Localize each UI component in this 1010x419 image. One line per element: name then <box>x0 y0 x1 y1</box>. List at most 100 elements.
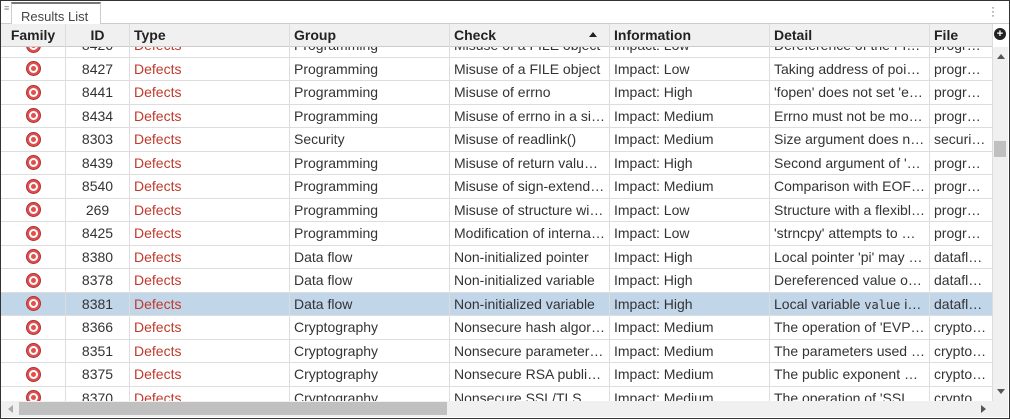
cell-type: Defects <box>130 245 290 268</box>
cell-type: Defects <box>130 269 290 292</box>
defect-target-icon <box>25 272 41 288</box>
table-row[interactable]: 8303 Defects Security Misuse of readlink() I… <box>1 128 993 152</box>
tab-results-list[interactable]: Results List <box>11 2 101 25</box>
cell-id: 8425 <box>66 222 130 245</box>
cell-info: Impact: Low <box>610 222 770 245</box>
cell-detail: Dereference of the FILE… <box>770 47 930 57</box>
cell-info: Impact: High <box>610 151 770 174</box>
cell-family <box>1 269 66 292</box>
cell-file: programm <box>930 57 993 80</box>
cell-id: 269 <box>66 198 130 221</box>
table-row[interactable]: 8540 Defects Programming Misuse of sign-ext… <box>1 175 993 199</box>
table-row[interactable]: 8426DefectsProgrammingMisuse of a FILE o… <box>1 47 993 58</box>
cell-id: 8427 <box>66 57 130 80</box>
table-row[interactable]: 8375 Defects Cryptography Nonsecure RSA pub… <box>1 363 993 387</box>
cell-detail: The public exponent us… <box>770 363 930 386</box>
cell-group: Cryptography <box>290 339 450 362</box>
vertical-scrollbar[interactable] <box>993 47 1008 401</box>
defect-target-icon <box>25 343 41 359</box>
scroll-down-icon[interactable] <box>997 389 1005 394</box>
cell-check: Non-initialized pointer <box>450 245 610 268</box>
sort-ascending-icon[interactable] <box>589 32 597 37</box>
table-row[interactable]: 8434 Defects Programming Misuse of errno in… <box>1 104 993 128</box>
cell-detail: Dereferenced value of l… <box>770 269 930 292</box>
cell-family <box>1 292 66 315</box>
cell-file: programm <box>930 104 993 127</box>
table-row[interactable]: 8366 Defects Cryptography Nonsecure hash al… <box>1 316 993 340</box>
table-row[interactable]: 8351 Defects Cryptography Nonsecure paramet… <box>1 339 993 363</box>
column-header-detail[interactable]: Detail <box>770 24 930 47</box>
cell-detail: Structure with a flexible … <box>770 198 930 221</box>
cell-detail: Comparison with EOF c… <box>770 175 930 198</box>
table-row[interactable]: 8380 Defects Data flow Non-initialized poin… <box>1 245 993 269</box>
horizontal-scroll-thumb[interactable] <box>19 402 447 415</box>
cell-check: Misuse of errno in a sig… <box>450 104 610 127</box>
table-row[interactable]: 8378 Defects Data flow Non-initialized vari… <box>1 269 993 293</box>
cell-family <box>1 175 66 198</box>
cell-detail: Taking address of point… <box>770 57 930 80</box>
scroll-right-icon[interactable] <box>981 405 986 413</box>
column-header-information[interactable]: Information <box>610 24 770 47</box>
cell-group: Programming <box>290 222 450 245</box>
cell-info: Impact: Medium <box>610 316 770 339</box>
cell-group: Programming <box>290 57 450 80</box>
table-row[interactable]: 8439 Defects Programming Misuse of return v… <box>1 151 993 175</box>
scroll-up-icon[interactable] <box>997 54 1005 59</box>
defect-target-icon <box>25 131 41 147</box>
cell-detail: Local pointer 'pi' may be… <box>770 245 930 268</box>
cell-detail: The operation of 'SSL_c… <box>770 386 930 401</box>
column-header-file[interactable]: File <box>930 24 993 47</box>
table-row[interactable]: 8370 Defects Cryptography Nonsecure SSL/TLS… <box>1 386 993 401</box>
scroll-left-icon[interactable] <box>8 405 13 413</box>
defect-target-icon <box>25 319 41 335</box>
column-header-label: Group <box>294 27 336 43</box>
cell-file: cryptograp <box>930 386 993 401</box>
column-header-label: Family <box>10 27 56 43</box>
cell-type: Defects <box>130 47 290 57</box>
table-row[interactable]: 8425 Defects Programming Modification of in… <box>1 222 993 246</box>
cell-file: dataflow.c <box>930 269 993 292</box>
cell-file: programm <box>930 222 993 245</box>
defect-target-icon <box>25 202 41 218</box>
cell-type: Defects <box>130 363 290 386</box>
cell-id: 8375 <box>66 363 130 386</box>
cell-info: Impact: High <box>610 81 770 104</box>
cell-id: 8303 <box>66 128 130 151</box>
cell-file: security.c <box>930 128 993 151</box>
horizontal-scrollbar[interactable] <box>1 401 993 417</box>
cell-file: programm <box>930 151 993 174</box>
table-row[interactable]: 8427 Defects Programming Misuse of a FILE o… <box>1 57 993 81</box>
cell-type: Defects <box>130 57 290 80</box>
drag-grip-icon[interactable]: ≡ <box>4 3 10 13</box>
column-header-group[interactable]: Group <box>290 24 450 47</box>
defect-target-icon <box>25 108 41 124</box>
cell-id: 8434 <box>66 104 130 127</box>
column-header-type[interactable]: Type <box>130 24 290 47</box>
cell-id: 8540 <box>66 175 130 198</box>
cell-type: Defects <box>130 198 290 221</box>
cell-group: Data flow <box>290 292 450 315</box>
more-options-icon[interactable]: · · · <box>991 0 995 22</box>
cell-check: Misuse of return value fr… <box>450 151 610 174</box>
cell-file: cryptograp <box>930 339 993 362</box>
cell-detail: 'fopen' does not set 'err… <box>770 81 930 104</box>
table-row[interactable]: 8381 Defects Data flow Non-initialized vari… <box>1 292 993 316</box>
cell-file: cryptograp <box>930 363 993 386</box>
table-row[interactable]: 8441 Defects Programming Misuse of errno Imp… <box>1 81 993 105</box>
table-row[interactable]: 269 Defects Programming Misuse of structure… <box>1 198 993 222</box>
cell-family <box>1 128 66 151</box>
cell-info: Impact: High <box>610 269 770 292</box>
vertical-scroll-thumb[interactable] <box>994 141 1006 157</box>
tab-bar: ≡ Results List · · · <box>1 0 1009 25</box>
add-column-icon[interactable]: + <box>994 28 1006 40</box>
cell-group: Data flow <box>290 269 450 292</box>
cell-info: Impact: Medium <box>610 386 770 401</box>
column-header-id[interactable]: ID <box>66 24 130 47</box>
column-header-check[interactable]: Check <box>450 24 610 47</box>
cell-family <box>1 316 66 339</box>
cell-info: Impact: Medium <box>610 339 770 362</box>
column-header-family[interactable]: Family <box>1 24 66 47</box>
cell-type: Defects <box>130 316 290 339</box>
cell-check: Misuse of errno <box>450 81 610 104</box>
cell-type: Defects <box>130 128 290 151</box>
